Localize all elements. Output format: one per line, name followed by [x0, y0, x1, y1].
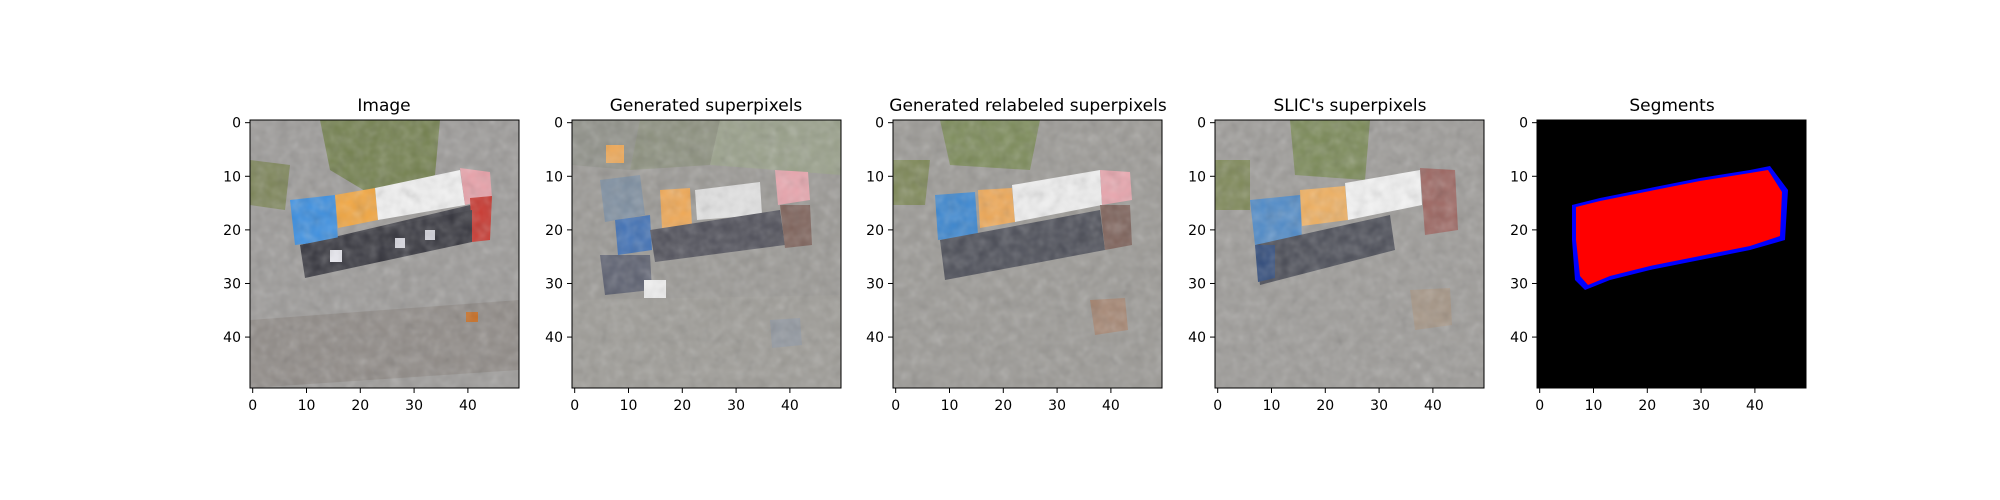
y-tick-label: 10: [545, 169, 563, 185]
y-tick-label: 10: [1510, 169, 1528, 185]
x-tick-label: 20: [351, 398, 369, 414]
axes-frame: [1536, 119, 1807, 389]
y-tick-label: 0: [232, 116, 241, 132]
x-tick-label: 30: [1048, 398, 1066, 414]
y-tick-label: 30: [223, 276, 241, 292]
x-tick-label: 20: [1316, 398, 1334, 414]
y-tick-label: 0: [875, 116, 884, 132]
x-tick-label: 10: [1263, 398, 1281, 414]
panel-generated-superpixels: Generated superpixels: [572, 96, 841, 388]
x-tick-label: 40: [1424, 398, 1442, 414]
axes-frame: [1214, 119, 1485, 389]
y-tick-label: 10: [866, 169, 884, 185]
axes-frame: [892, 119, 1163, 389]
panel-title: Image: [357, 96, 410, 116]
x-tick-label: 40: [781, 398, 799, 414]
x-tick-label: 40: [1102, 398, 1120, 414]
x-tick-label: 0: [1535, 398, 1544, 414]
relabeled-content: [893, 120, 1162, 388]
x-tick-label: 10: [298, 398, 316, 414]
y-tick-label: 30: [1510, 276, 1528, 292]
panel-image: Image: [250, 96, 519, 388]
x-tick-label: 30: [727, 398, 745, 414]
x-tick-label: 40: [459, 398, 477, 414]
y-tick-label: 40: [866, 330, 884, 346]
y-tick-label: 30: [866, 276, 884, 292]
y-tick-label: 30: [545, 276, 563, 292]
panel-segments: Segments: [1537, 96, 1806, 388]
y-tick-label: 40: [223, 330, 241, 346]
x-tick-label: 0: [570, 398, 579, 414]
y-tick-label: 20: [223, 223, 241, 239]
axes-frame: [249, 119, 520, 389]
y-tick-label: 40: [1188, 330, 1206, 346]
panel-title: Generated relabeled superpixels: [889, 96, 1167, 116]
x-tick-label: 0: [248, 398, 257, 414]
panel-slic-superpixels: SLIC's superpixels: [1215, 96, 1484, 388]
panel-title: SLIC's superpixels: [1273, 96, 1426, 116]
x-tick-label: 10: [1585, 398, 1603, 414]
y-tick-label: 20: [866, 223, 884, 239]
axes-frame: [571, 119, 842, 389]
segments-content: [1537, 120, 1806, 388]
x-tick-label: 10: [941, 398, 959, 414]
superpixels-content: [572, 120, 841, 388]
y-tick-label: 0: [554, 116, 563, 132]
y-tick-label: 40: [1510, 330, 1528, 346]
y-tick-label: 20: [1510, 223, 1528, 239]
panel-title: Generated superpixels: [610, 96, 803, 116]
x-tick-label: 30: [1692, 398, 1710, 414]
y-tick-label: 20: [545, 223, 563, 239]
panel-title: Segments: [1629, 96, 1715, 116]
x-tick-label: 20: [673, 398, 691, 414]
x-tick-label: 40: [1746, 398, 1764, 414]
y-tick-label: 10: [1188, 169, 1206, 185]
x-tick-label: 20: [994, 398, 1012, 414]
y-tick-label: 30: [1188, 276, 1206, 292]
y-tick-label: 40: [545, 330, 563, 346]
y-tick-label: 10: [223, 169, 241, 185]
x-tick-label: 20: [1638, 398, 1656, 414]
x-tick-label: 30: [405, 398, 423, 414]
slic-overlay: [1215, 120, 1484, 388]
y-tick-label: 0: [1197, 116, 1206, 132]
x-tick-label: 30: [1370, 398, 1388, 414]
image-content: [250, 120, 519, 388]
segment-mask: [1576, 170, 1782, 285]
x-tick-label: 0: [1213, 398, 1222, 414]
panel-relabeled-superpixels: Generated relabeled superpixels: [889, 96, 1167, 388]
sp-overlay: [572, 120, 841, 388]
noise-overlay: [250, 120, 519, 388]
x-tick-label: 0: [891, 398, 900, 414]
slic-content: [1215, 120, 1484, 388]
y-tick-label: 20: [1188, 223, 1206, 239]
y-tick-label: 0: [1519, 116, 1528, 132]
axes-layer: 0 10 20 30 40 0 10 20 30 40 0 10 20 30 40 0 10 20 30 40 0 10 2…: [223, 116, 1807, 414]
x-tick-label: 10: [620, 398, 638, 414]
rl-overlay: [893, 120, 1162, 388]
